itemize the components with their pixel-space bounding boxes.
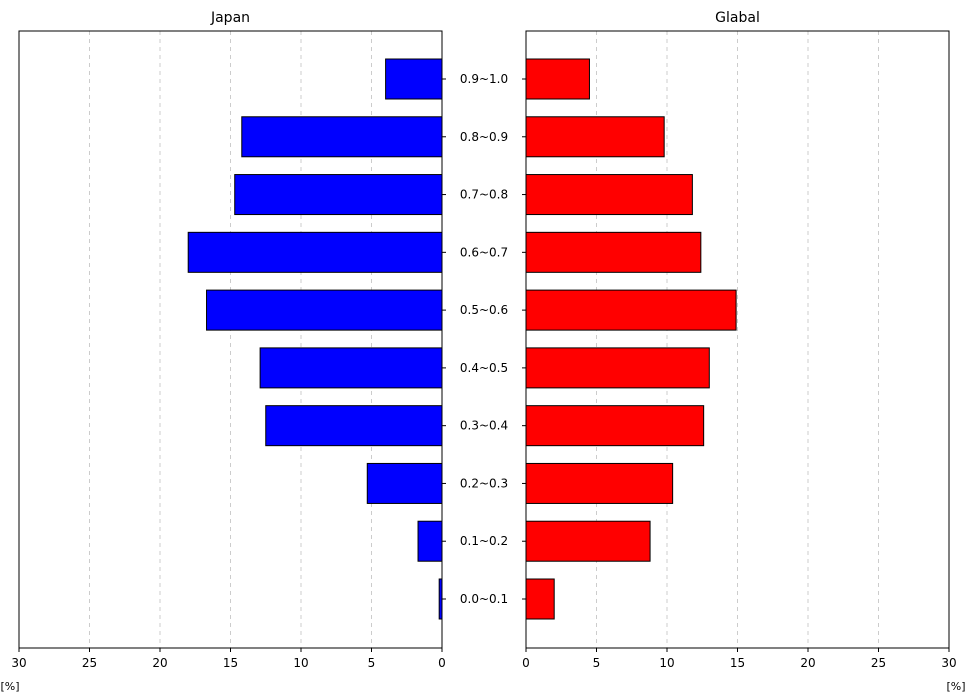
x-tick-label: 5 <box>368 656 376 670</box>
bar <box>366 462 443 504</box>
bar <box>525 231 702 273</box>
bar <box>525 462 674 504</box>
x-tick-label: 15 <box>730 656 745 670</box>
bar <box>385 58 443 100</box>
japan-x-axis: 30 25 20 15 10 5 0 <box>11 648 446 670</box>
x-tick-label: 20 <box>152 656 167 670</box>
japan-x-unit: [%] <box>0 680 19 693</box>
x-tick-label: 15 <box>223 656 238 670</box>
japan-panel: 30 25 20 15 10 5 0 Japan [%] <box>0 10 446 693</box>
bar <box>525 347 710 389</box>
japan-title: Japan <box>210 10 250 26</box>
japan-bars <box>187 58 443 620</box>
category-label: 0.2~0.3 <box>460 476 508 490</box>
bar <box>525 289 737 331</box>
global-bars <box>525 58 737 620</box>
bar <box>525 174 693 216</box>
bar <box>525 58 590 100</box>
x-tick-label: 10 <box>659 656 674 670</box>
category-label: 0.0~0.1 <box>460 592 508 606</box>
bar <box>525 578 555 620</box>
x-tick-label: 30 <box>11 656 26 670</box>
japan-y-ticks <box>442 78 446 600</box>
category-label: 0.9~1.0 <box>460 72 508 86</box>
x-tick-label: 5 <box>593 656 601 670</box>
category-label: 0.6~0.7 <box>460 245 508 259</box>
category-label: 0.3~0.4 <box>460 419 508 433</box>
global-x-axis: 0 5 10 15 20 25 30 <box>522 648 957 670</box>
x-tick-label: 20 <box>800 656 815 670</box>
bar <box>525 520 651 562</box>
x-tick-label: 0 <box>438 656 446 670</box>
category-label: 0.8~0.9 <box>460 130 508 144</box>
bar <box>265 405 443 447</box>
category-label: 0.1~0.2 <box>460 534 508 548</box>
x-tick-label: 25 <box>82 656 97 670</box>
x-tick-label: 10 <box>293 656 308 670</box>
x-tick-label: 30 <box>941 656 956 670</box>
bar <box>525 405 705 447</box>
category-label: 0.5~0.6 <box>460 303 508 317</box>
bar <box>241 116 443 158</box>
bar <box>525 116 665 158</box>
x-tick-label: 0 <box>522 656 530 670</box>
bar <box>259 347 443 389</box>
bar <box>206 289 443 331</box>
global-panel: 0 5 10 15 20 25 30 0.0~0.1 0.1~0.2 0.2~0.3 0.3~0.… <box>460 10 966 693</box>
bar <box>417 520 443 562</box>
category-label: 0.7~0.8 <box>460 188 508 202</box>
global-x-unit: [%] <box>946 680 965 693</box>
bar <box>234 174 443 216</box>
global-title: Glabal <box>715 10 760 26</box>
bar <box>187 231 443 273</box>
category-labels: 0.0~0.1 0.1~0.2 0.2~0.3 0.3~0.4 0.4~0.5 0.5~0… <box>460 72 526 606</box>
x-tick-label: 25 <box>871 656 886 670</box>
category-label: 0.4~0.5 <box>460 361 508 375</box>
